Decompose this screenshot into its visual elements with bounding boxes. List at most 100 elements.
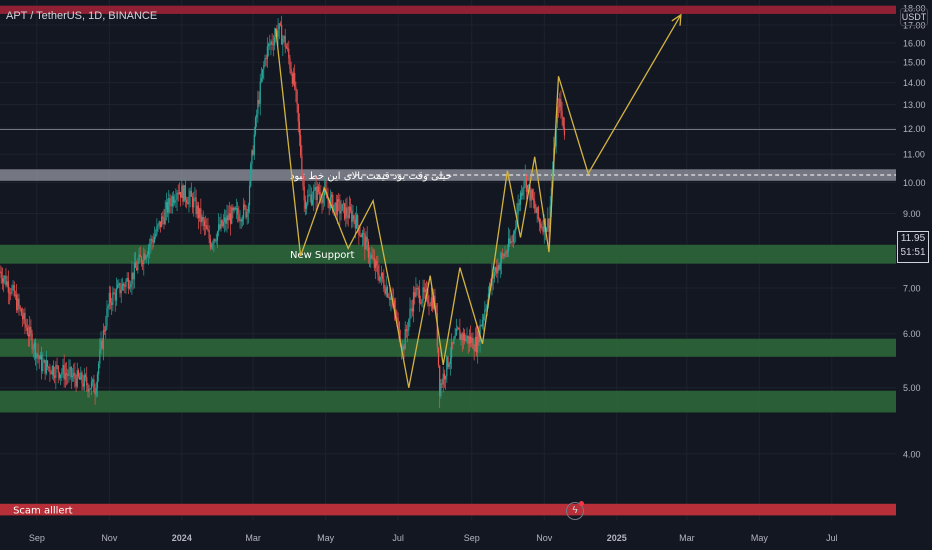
candle-body [502, 254, 504, 255]
candle-body [477, 330, 479, 353]
candle-body [506, 250, 509, 254]
candle-body [515, 227, 517, 231]
x-tick-label-4: May [317, 533, 335, 543]
candle-body [128, 287, 131, 289]
x-tick-label-11: Jul [826, 533, 838, 543]
candle-body [225, 217, 227, 224]
candle-body [8, 292, 11, 294]
candle-body [247, 205, 249, 213]
candle-body [314, 186, 316, 191]
candle-body [141, 262, 144, 265]
candle-body [459, 329, 461, 340]
candle-body [145, 256, 147, 260]
candle-body [408, 319, 410, 331]
candle-body [379, 276, 381, 281]
candle-body [64, 373, 66, 380]
candle-body [12, 285, 14, 288]
currency-button[interactable]: USDT [900, 8, 928, 26]
candle-body [335, 202, 337, 216]
zone-label-1: حیلی وقت بود قیمت بالای این خط نبود [290, 171, 452, 182]
candle-body [481, 319, 484, 327]
candle-body [448, 364, 450, 367]
candle-body [547, 218, 549, 228]
candle-body [517, 203, 519, 215]
candle-body [310, 194, 312, 205]
candle-body [243, 204, 245, 219]
candle-body [65, 373, 68, 375]
candle-body [93, 379, 95, 393]
candle-body [431, 297, 434, 309]
candle-body [147, 247, 150, 255]
candle-body [49, 367, 51, 373]
candle-body [548, 218, 550, 232]
candle-body [458, 327, 460, 330]
candle-body [279, 23, 282, 25]
candle-body [233, 207, 235, 211]
candle-body [557, 106, 560, 108]
candle-body [172, 196, 175, 203]
candle-body [349, 206, 352, 211]
candle-body [450, 342, 453, 359]
candle-body [472, 337, 474, 349]
candle-body [364, 233, 366, 250]
candle-body [455, 328, 457, 336]
candle-body [67, 374, 69, 376]
candle-body [519, 192, 522, 205]
candle-body [532, 198, 535, 202]
candle-body [496, 267, 498, 274]
candle-body [446, 356, 448, 377]
candle-body [493, 271, 495, 279]
candle-body [26, 327, 28, 335]
candle-body [80, 372, 82, 380]
x-tick-label-6: Sep [464, 533, 480, 543]
candle-body [410, 308, 412, 310]
candle-body [251, 150, 253, 165]
candle-body [424, 289, 427, 292]
candle-body [146, 254, 148, 257]
candle-body [187, 202, 189, 205]
candle-body [169, 198, 171, 205]
candle-body [161, 216, 163, 228]
candle-body [442, 373, 444, 385]
candle-body [216, 231, 219, 241]
candle-body [333, 204, 335, 212]
candle-body [414, 292, 416, 297]
candle-body [99, 349, 101, 364]
candle-body [393, 300, 396, 309]
symbol-title[interactable]: APT / TetherUS, 1D, BINANCE [6, 10, 158, 22]
candle-body [69, 366, 71, 370]
candle-body [24, 312, 26, 325]
candle-body [281, 24, 283, 45]
candle-body [302, 175, 304, 187]
candle-body [412, 292, 415, 312]
candle-body [464, 333, 466, 341]
candle-body [153, 236, 156, 243]
candle-body [528, 184, 530, 186]
candle-body [468, 336, 470, 344]
candle-body [499, 262, 501, 270]
candle-body [248, 185, 251, 206]
candle-body [256, 114, 258, 118]
candle-body [191, 196, 194, 208]
candle-body [188, 196, 190, 205]
candle-body [260, 77, 263, 82]
x-tick-label-2: 2024 [172, 533, 192, 543]
candle-body [95, 387, 97, 395]
candle-body [199, 208, 201, 219]
wave-projection-line [275, 14, 682, 388]
candle-body [258, 99, 260, 104]
candle-body [96, 374, 99, 388]
candle-body [367, 241, 369, 258]
lightning-icon[interactable]: ϟ [566, 501, 584, 520]
candle-body [377, 265, 379, 275]
candle-body [429, 305, 431, 307]
candle-body [500, 254, 503, 263]
candle-body [189, 190, 191, 197]
candle-body [521, 192, 523, 196]
candle-body [384, 288, 386, 294]
candle-body [531, 189, 533, 199]
candle-body [156, 226, 158, 235]
candle-body [498, 264, 500, 270]
candle-body [118, 283, 120, 285]
